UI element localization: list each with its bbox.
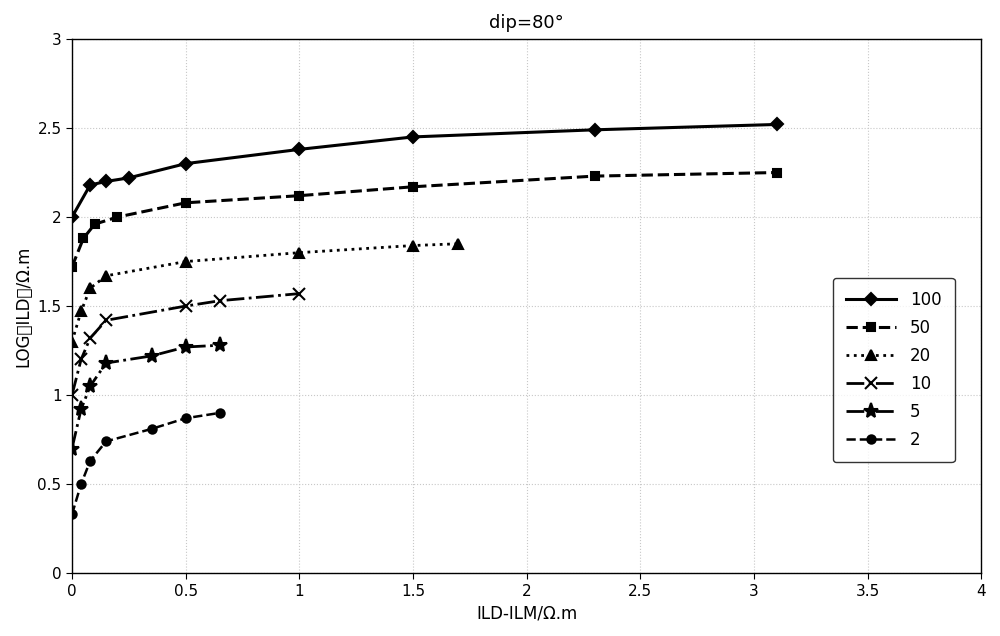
20 xyxy=(66,338,78,345)
50 xyxy=(77,235,89,242)
2 xyxy=(66,511,78,518)
Line: 5: 5 xyxy=(64,338,227,456)
50 xyxy=(180,199,192,207)
100 xyxy=(180,160,192,167)
20 xyxy=(75,308,87,315)
20 xyxy=(452,240,464,247)
5 xyxy=(66,445,78,452)
20 xyxy=(407,242,419,249)
5 xyxy=(146,352,158,360)
20 xyxy=(100,272,112,280)
100 xyxy=(123,174,135,182)
5 xyxy=(100,359,112,367)
5 xyxy=(75,406,87,413)
2 xyxy=(100,438,112,445)
20 xyxy=(293,249,305,256)
50 xyxy=(293,192,305,200)
Legend: 100, 50, 20, 10, 5, 2: 100, 50, 20, 10, 5, 2 xyxy=(833,278,955,462)
Line: 50: 50 xyxy=(68,169,781,271)
100 xyxy=(771,121,783,128)
10 xyxy=(180,302,192,310)
100 xyxy=(66,213,78,221)
10 xyxy=(100,317,112,324)
2 xyxy=(75,480,87,488)
100 xyxy=(100,177,112,185)
Line: 2: 2 xyxy=(68,409,224,518)
10 xyxy=(66,391,78,399)
10 xyxy=(84,335,96,342)
50 xyxy=(771,169,783,176)
10 xyxy=(293,290,305,298)
2 xyxy=(146,425,158,432)
2 xyxy=(84,457,96,465)
10 xyxy=(214,297,226,305)
100 xyxy=(407,133,419,141)
5 xyxy=(214,342,226,349)
50 xyxy=(89,220,101,228)
X-axis label: ILD-ILM/Ω.m: ILD-ILM/Ω.m xyxy=(476,604,577,622)
100 xyxy=(84,181,96,189)
Y-axis label: LOG（ILD）/Ω.m: LOG（ILD）/Ω.m xyxy=(14,245,32,367)
20 xyxy=(84,284,96,292)
100 xyxy=(293,146,305,153)
50 xyxy=(111,213,123,221)
2 xyxy=(214,409,226,417)
50 xyxy=(589,172,601,180)
Title: dip=80°: dip=80° xyxy=(489,14,564,32)
5 xyxy=(84,382,96,390)
10 xyxy=(75,356,87,363)
5 xyxy=(180,343,192,351)
Line: 20: 20 xyxy=(67,239,463,347)
2 xyxy=(180,415,192,422)
Line: 100: 100 xyxy=(68,120,781,221)
20 xyxy=(180,258,192,265)
50 xyxy=(66,263,78,271)
100 xyxy=(589,126,601,134)
Line: 10: 10 xyxy=(66,287,306,401)
50 xyxy=(407,183,419,191)
